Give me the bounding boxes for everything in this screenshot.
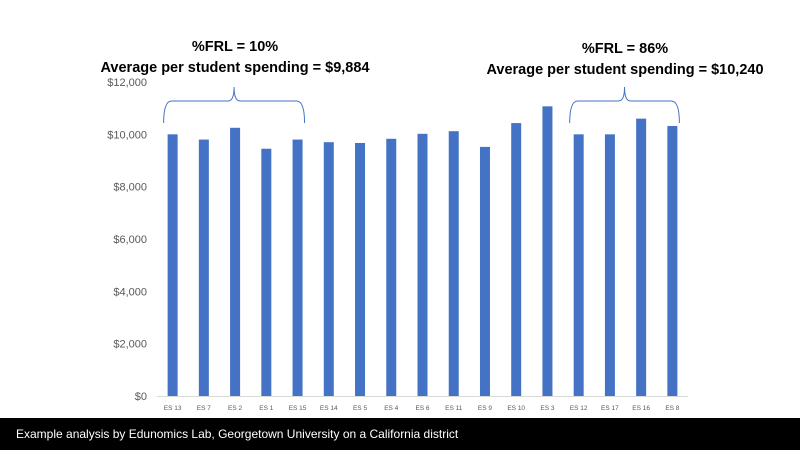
x-tick-label: ES 14: [320, 405, 338, 412]
annotation-low-frl-line1: %FRL = 10%: [191, 39, 279, 55]
bar-es-5: [355, 142, 366, 396]
bar-es-14: [323, 142, 334, 396]
x-tick-label: ES 8: [665, 405, 679, 412]
y-tick-label: $0: [135, 391, 147, 403]
x-tick-label: ES 11: [445, 405, 463, 412]
bar-es-9: [479, 146, 490, 396]
bar-es-3: [542, 106, 553, 397]
brace-high-frl: [569, 86, 680, 124]
x-tick-label: ES 7: [197, 405, 211, 412]
bar-es-8: [667, 125, 678, 397]
x-tick-label: ES 6: [415, 405, 429, 412]
bar-es-12: [573, 134, 584, 397]
annotation-high-frl-line2: Average per student spending = $10,240: [486, 62, 764, 78]
x-tick-label: ES 15: [289, 405, 307, 412]
bar-es-13: [167, 134, 178, 397]
x-tick-label: ES 13: [164, 405, 182, 412]
x-tick-label: ES 12: [570, 405, 588, 412]
bar-es-2: [230, 127, 241, 397]
x-tick-label: ES 16: [632, 405, 650, 412]
footer-bar: Example analysis by Edunomics Lab, Georg…: [0, 418, 800, 450]
y-tick-label: $2,000: [113, 339, 147, 351]
x-tick-label: ES 4: [384, 405, 398, 412]
x-tick-label: ES 3: [540, 405, 554, 412]
annotation-high-frl-line1: %FRL = 86%: [581, 41, 669, 57]
y-tick-label: $4,000: [113, 286, 147, 298]
x-tick-label: ES 17: [601, 405, 619, 412]
bar-chart: $0 $2,000 $4,000 $6,000 $8,000 $10,000 $12,000…: [107, 77, 688, 412]
footer-caption: Example analysis by Edunomics Lab, Georg…: [16, 427, 459, 441]
bar-es-4: [386, 138, 397, 396]
x-tick-label: ES 9: [478, 405, 492, 412]
y-tick-label: $8,000: [113, 182, 147, 194]
x-tick-label: ES 1: [259, 405, 273, 412]
y-tick-label: $10,000: [107, 129, 147, 141]
brace-low-frl: [163, 86, 306, 124]
bar-es-11: [448, 131, 459, 396]
bar-es-17: [604, 134, 615, 397]
annotation-high-frl: %FRL = 86% Average per student spending …: [465, 39, 785, 81]
bar-es-6: [417, 133, 428, 396]
bar-es-10: [511, 123, 522, 396]
bar-es-16: [636, 118, 647, 396]
annotation-low-frl: %FRL = 10% Average per student spending …: [70, 37, 400, 79]
bar-es-1: [261, 148, 272, 396]
x-tick-label: ES 2: [228, 405, 242, 412]
x-tick-label: ES 5: [353, 405, 367, 412]
x-tick-label: ES 10: [507, 405, 525, 412]
annotation-low-frl-line2: Average per student spending = $9,884: [100, 60, 370, 76]
bar-es-15: [292, 139, 303, 397]
bar-es-7: [198, 139, 209, 397]
y-tick-label: $6,000: [113, 234, 147, 246]
y-tick-label: $12,000: [107, 77, 147, 89]
